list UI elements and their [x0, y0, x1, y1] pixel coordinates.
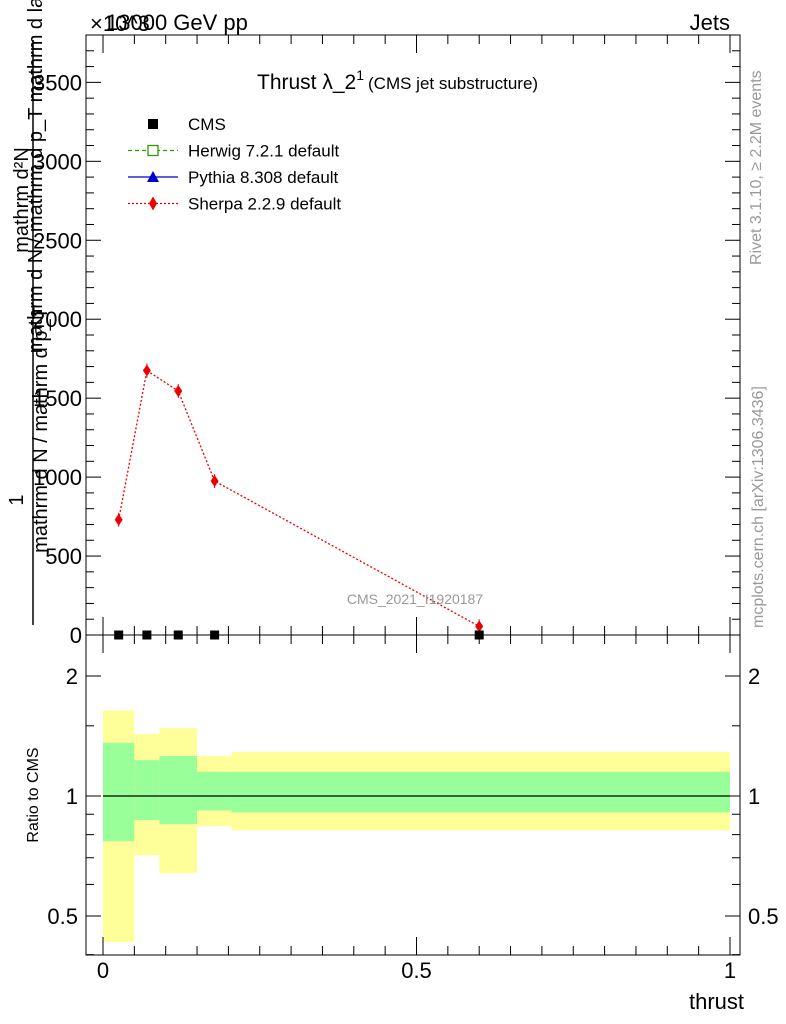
main-plot-frame	[85, 34, 741, 636]
ratio-ytick-label-right: 1	[748, 784, 760, 809]
ratio-inner-band	[103, 742, 135, 842]
ratio-ytick-label-right: 0.5	[748, 904, 779, 929]
legend-label: Sherpa 2.2.9 default	[188, 195, 341, 214]
ratio-ytick-label-right: 2	[748, 664, 760, 689]
x-axis-label: thrust	[689, 989, 744, 1014]
ratio-x-ticks: 0 0.5 1	[97, 635, 736, 983]
ratio-inner-band	[197, 771, 232, 811]
sherpa-point	[114, 513, 123, 526]
energy-label: 13000 GeV pp	[106, 10, 248, 35]
ylabel-top: mathrm d²N	[11, 147, 33, 253]
ratio-inner-band	[231, 771, 730, 813]
chart-title: Thrust λ_21 (CMS jet substructure)	[257, 67, 538, 94]
sherpa-point	[475, 620, 484, 633]
main-ytick-label: 3500	[33, 70, 82, 95]
legend-marker-diamond	[149, 196, 157, 211]
ratio-xtick-label: 1	[724, 958, 736, 983]
chart-title-superscript: 1	[356, 67, 364, 83]
legend-marker-square	[148, 119, 158, 129]
analysis-label: CMS_2021_I1920187	[347, 591, 483, 607]
ratio-inner-band	[134, 760, 160, 821]
ratio-xtick-label: 0.5	[401, 958, 432, 983]
legend-marker-triangle	[147, 171, 159, 182]
ratio-y-label: Ratio to CMS	[25, 747, 42, 842]
main-plot-panel: 0 500 1000 1500 2000 2500 3000 3500 CMS_2021_I1…	[33, 34, 741, 648]
sherpa-line	[118, 369, 480, 627]
main-ytick-label: 2500	[33, 228, 82, 253]
ratio-plot-frame	[85, 634, 741, 956]
chart-title-main: Thrust λ_2	[257, 71, 356, 94]
main-ytick-label: 0	[70, 623, 82, 648]
ratio-plot-panel: 0.5 0.51 12 2 0 0.5 1 Ratio to CMS thrust	[25, 634, 779, 1014]
ratio-xtick-label: 0	[97, 958, 109, 983]
mcplots-label: mcplots.cern.ch [arXiv:1306.3436]	[750, 386, 767, 628]
rivet-label: Rivet 3.1.10, ≥ 2.2M events	[748, 70, 765, 265]
ylabel-numerator: 1	[6, 494, 28, 505]
main-ytick-label: 2000	[33, 307, 82, 332]
main-ytick-label: 1500	[33, 386, 82, 411]
legend-item: Herwig 7.2.1 default	[128, 142, 339, 161]
main-x-ticks	[102, 35, 731, 635]
main-ytick-label: 500	[45, 544, 82, 569]
ratio-bands-layer	[103, 710, 730, 943]
sherpa-point	[174, 385, 183, 398]
process-label: Jets	[690, 10, 730, 35]
main-ytick-label: 3000	[33, 149, 82, 174]
legend-item: Pythia 8.308 default	[128, 168, 339, 187]
main-y-ticks: 0 500 1000 1500 2000 2500 3000 3500	[33, 34, 740, 648]
ratio-inner-band	[159, 755, 198, 825]
legend-item: Sherpa 2.2.9 default	[128, 195, 341, 214]
legend-label: CMS	[188, 115, 226, 134]
legend-item: CMS	[148, 115, 226, 134]
main-y-axis-label: 1 mathrm d²N mathrm d N / mathrm d p_T m…	[6, 0, 52, 625]
legend-label: Herwig 7.2.1 default	[188, 142, 339, 161]
ratio-ytick-label: 2	[66, 664, 78, 689]
ratio-ytick-label: 1	[66, 784, 78, 809]
legend-label: Pythia 8.308 default	[188, 168, 339, 187]
ylabel-denominator-left: mathrm d N / mathrm d p_T	[30, 307, 52, 553]
legend: CMS Herwig 7.2.1 default Pythia 8.308 defa…	[128, 115, 341, 214]
legend-marker-open-square	[147, 144, 159, 157]
sherpa-point	[142, 364, 151, 377]
main-ytick-label: 1000	[33, 465, 82, 490]
exponent-label: ×10^3	[90, 11, 150, 36]
ylabel-denominator-right: mathrm d N / mathrm d p_T mathrm d lambd…	[25, 0, 47, 353]
chart-subtitle: (CMS jet substructure)	[368, 74, 538, 93]
sherpa-point	[210, 475, 219, 488]
ratio-ytick-label: 0.5	[47, 904, 78, 929]
ratio-y-ticks: 0.5 0.5 1 1 2 2	[47, 664, 779, 956]
